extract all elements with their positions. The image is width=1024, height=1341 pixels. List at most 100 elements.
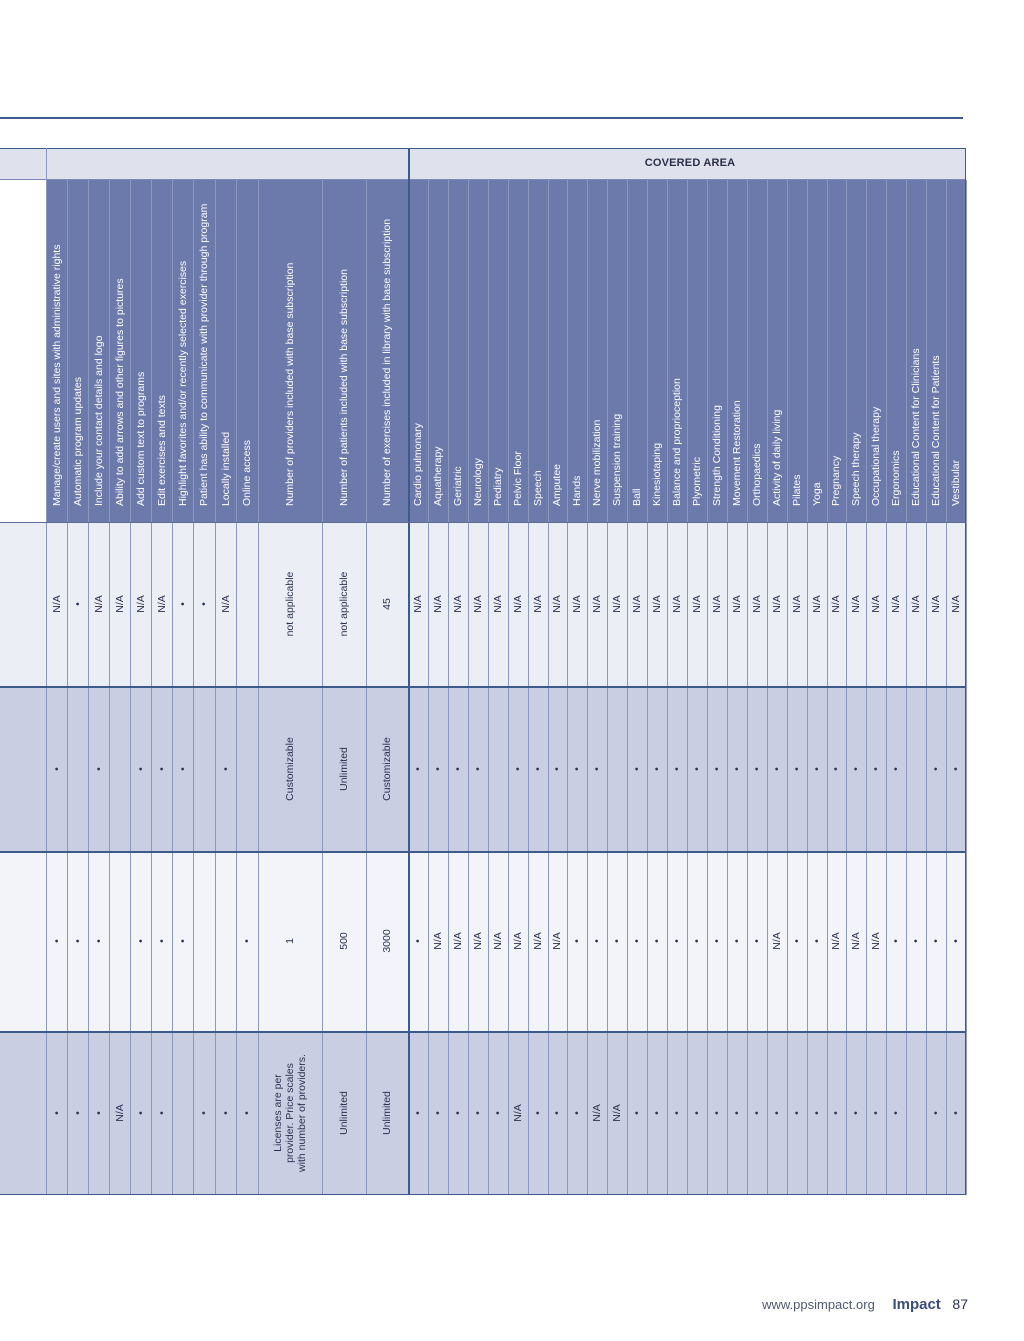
table-cell: • [151, 686, 172, 851]
bullet-mark: • [50, 1111, 63, 1115]
cell-value: N/A [850, 932, 863, 950]
bullet-mark: • [730, 766, 743, 771]
bullet-mark: • [50, 766, 63, 771]
bullet-mark: • [92, 939, 105, 943]
area-label: Pediatry [488, 180, 508, 522]
feature-text: Number of patients included with base su… [338, 269, 350, 506]
table-cell: • [567, 851, 587, 1031]
table-cell: N/A [109, 1031, 130, 1195]
table-cell: • [687, 851, 707, 1031]
table-cell: • [468, 686, 488, 851]
table-cell: • [408, 1031, 428, 1195]
table-cell: • [488, 1031, 508, 1195]
cell-value: N/A [551, 595, 564, 613]
cell-value: N/A [471, 595, 484, 613]
cell-value: N/A [531, 932, 544, 950]
table-cell: N/A [846, 522, 866, 686]
table-cell: N/A [488, 522, 508, 686]
table-cell: • [647, 851, 667, 1031]
bullet-mark: • [531, 1111, 544, 1115]
bullet-mark: • [571, 1111, 584, 1115]
bullet-mark: • [451, 766, 464, 771]
table-cell: N/A [827, 522, 847, 686]
area-text: Pediatry [491, 467, 504, 506]
table-header-band: COVERED AREA [0, 148, 966, 180]
area-text: Pelvic Floor [511, 451, 524, 506]
feature-text: Edit exercises and texts [155, 395, 168, 506]
area-text: Hands [571, 475, 584, 506]
cell-value: N/A [471, 932, 484, 950]
bullet-mark: • [71, 602, 84, 606]
area-label: Educational Content for Clinicians [906, 180, 926, 522]
bullet-mark: • [870, 1111, 883, 1115]
bullet-mark: • [930, 1111, 943, 1115]
table-cell [236, 686, 258, 851]
table-cell: N/A [428, 851, 448, 1031]
table-cell: • [67, 1031, 88, 1195]
table-cell: • [46, 851, 67, 1031]
bullet-mark: • [810, 766, 823, 771]
area-text: Cardio pulmonary [411, 423, 424, 506]
cell-value: 1 [284, 938, 296, 944]
column-divider [806, 180, 808, 1195]
bullet-mark: • [810, 1111, 823, 1115]
table-cell: N/A [151, 522, 172, 686]
table-cell: N/A [109, 522, 130, 686]
bullet-mark: • [71, 1111, 84, 1115]
cell-value: N/A [810, 595, 823, 613]
bullet-mark: • [411, 1111, 424, 1115]
bullet-mark: • [790, 939, 803, 943]
area-text: Strength Conditioning [710, 405, 723, 506]
column-divider [215, 180, 216, 1195]
cell-value: not applicable [338, 571, 350, 637]
table-cell: • [787, 851, 807, 1031]
bullet-mark: • [92, 766, 105, 771]
table-cell: • [827, 1031, 847, 1195]
area-text: Nerve mobilization [591, 419, 604, 506]
bullet-mark: • [770, 766, 783, 771]
bullet-mark: • [591, 766, 604, 771]
bullet-mark: • [531, 766, 544, 771]
bullet-mark: • [631, 939, 644, 943]
bullet-mark: • [511, 766, 524, 771]
bullet-mark: • [830, 766, 843, 771]
table-cell: N/A [587, 1031, 607, 1195]
table-cell: • [687, 686, 707, 851]
column-divider [567, 180, 569, 1195]
area-label: Vestibular [946, 180, 966, 522]
table-cell: • [926, 1031, 946, 1195]
table-cell: • [707, 686, 727, 851]
table-cell [607, 686, 627, 851]
cell-value: N/A [770, 932, 783, 950]
area-label: Activity of daily living [767, 180, 787, 522]
comparison-table: COVERED AREA Manage/create users and sit… [0, 148, 967, 1195]
column-divider [886, 180, 888, 1195]
table-cell: • [508, 686, 528, 851]
bullet-mark: • [241, 1111, 253, 1115]
column-divider [427, 180, 429, 1195]
bullet-mark: • [850, 766, 863, 771]
cell-value: N/A [431, 595, 444, 613]
bullet-mark: • [710, 766, 723, 771]
bullet-mark: • [730, 1111, 743, 1115]
table-cell: • [667, 1031, 687, 1195]
area-text: Pilates [790, 474, 803, 506]
cell-value: N/A [219, 595, 232, 613]
bullet-mark: • [134, 766, 147, 771]
area-text: Vestibular [950, 459, 963, 506]
cell-value: N/A [870, 595, 883, 613]
table-cell: N/A [727, 522, 747, 686]
cell-value: N/A [511, 595, 524, 613]
table-cell: N/A [886, 522, 906, 686]
bullet-mark: • [790, 1111, 803, 1115]
column-divider [687, 180, 688, 1195]
table-cell [193, 686, 215, 851]
table-cell: N/A [607, 1031, 627, 1195]
table-cell: • [866, 1031, 886, 1195]
bullet-mark: • [930, 939, 943, 943]
feature-label: Number of patients included with base su… [322, 180, 366, 522]
cell-value: Licenses are per provider. Price scales … [272, 1054, 308, 1172]
table-cell: N/A [88, 522, 109, 686]
cell-value: N/A [671, 595, 684, 613]
table-cell: • [236, 851, 258, 1031]
